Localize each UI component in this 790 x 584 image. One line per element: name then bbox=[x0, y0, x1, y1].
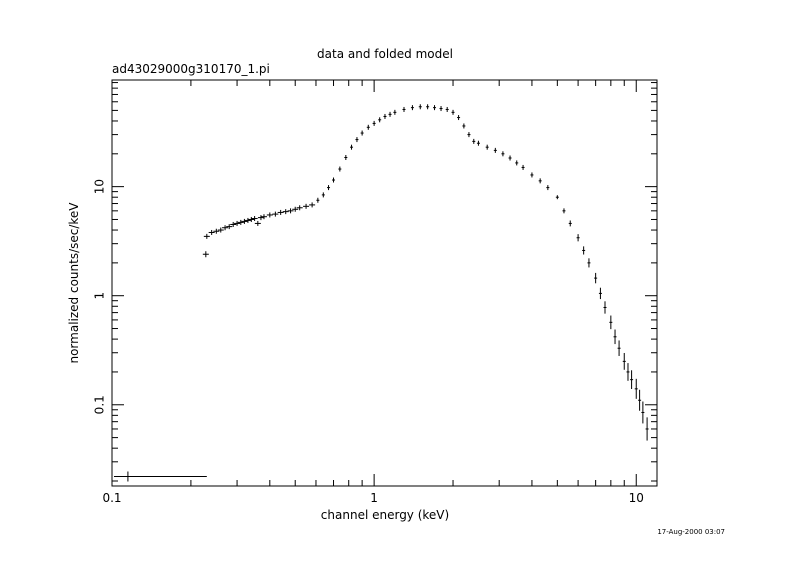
data-point bbox=[282, 209, 289, 215]
data-point bbox=[501, 151, 505, 157]
data-point bbox=[617, 340, 621, 356]
data-point bbox=[241, 218, 248, 224]
data-point bbox=[562, 208, 566, 214]
data-point bbox=[594, 272, 598, 284]
data-point bbox=[203, 233, 210, 239]
data-point bbox=[426, 104, 430, 110]
data-point bbox=[226, 224, 233, 230]
data-point bbox=[350, 144, 354, 150]
data-point bbox=[568, 220, 572, 227]
data-point bbox=[472, 138, 476, 144]
data-point bbox=[609, 315, 613, 330]
data-point bbox=[213, 228, 220, 234]
data-point bbox=[433, 105, 437, 111]
timestamp: 17-Aug-2000 03:07 bbox=[657, 528, 725, 536]
data-point bbox=[372, 120, 376, 126]
bottom-error-bar bbox=[114, 471, 207, 482]
data-point bbox=[626, 363, 630, 381]
data-point bbox=[521, 164, 525, 170]
data-point bbox=[388, 111, 392, 117]
plot-frame bbox=[111, 79, 658, 487]
data-point bbox=[410, 105, 414, 111]
data-point bbox=[287, 208, 294, 214]
data-point bbox=[266, 212, 273, 218]
data-point bbox=[393, 109, 397, 115]
data-point bbox=[277, 209, 284, 215]
data-point bbox=[462, 123, 466, 129]
data-point bbox=[234, 220, 241, 226]
data-point bbox=[638, 389, 642, 411]
data-point bbox=[576, 234, 580, 242]
data-point bbox=[208, 229, 215, 235]
data-point bbox=[254, 220, 261, 226]
data-point bbox=[383, 113, 387, 119]
x-axis-label: channel energy (keV) bbox=[321, 508, 449, 522]
y-axis-label: normalized counts/sec/keV bbox=[67, 202, 81, 364]
data-point bbox=[378, 117, 382, 123]
data-point bbox=[230, 221, 237, 227]
data-point bbox=[251, 216, 258, 222]
data-point bbox=[257, 215, 264, 221]
x-tick-label: 0.1 bbox=[102, 491, 121, 505]
y-tick-label: 10 bbox=[93, 179, 107, 194]
data-point bbox=[327, 185, 331, 191]
chart-title: data and folded model bbox=[317, 47, 453, 61]
data-point bbox=[538, 178, 542, 184]
data-point bbox=[613, 329, 617, 345]
data-point bbox=[515, 160, 519, 166]
data-point bbox=[303, 203, 310, 209]
data-point bbox=[598, 287, 602, 300]
y-tick-label: 0.1 bbox=[93, 395, 107, 414]
data-point bbox=[366, 124, 370, 130]
data-point bbox=[630, 370, 634, 389]
x-tick-label: 10 bbox=[629, 491, 644, 505]
data-point bbox=[296, 205, 303, 211]
data-point bbox=[467, 132, 471, 138]
data-point bbox=[316, 197, 320, 203]
data-point bbox=[321, 192, 325, 198]
data-point bbox=[587, 258, 591, 268]
data-point bbox=[332, 177, 336, 183]
data-point bbox=[344, 154, 348, 160]
chart-subtitle: ad43029000g310170_1.pi bbox=[112, 62, 270, 76]
data-point bbox=[493, 147, 497, 153]
x-tick-label: 1 bbox=[370, 491, 378, 505]
data-point bbox=[439, 106, 443, 112]
data-point bbox=[402, 106, 406, 112]
data-point bbox=[237, 219, 244, 225]
data-point bbox=[244, 217, 251, 223]
data-point bbox=[418, 104, 422, 110]
data-point bbox=[445, 106, 449, 112]
data-point bbox=[451, 109, 455, 115]
data-point-outlier bbox=[202, 251, 209, 258]
data-point bbox=[622, 352, 626, 370]
data-point bbox=[546, 185, 550, 191]
y-tick-label: 1 bbox=[93, 292, 107, 300]
data-point bbox=[260, 214, 267, 220]
data-point bbox=[309, 202, 316, 208]
data-point bbox=[530, 172, 534, 178]
data-point bbox=[485, 144, 489, 150]
data-point bbox=[634, 378, 638, 399]
data-point bbox=[272, 211, 279, 217]
data-point bbox=[508, 155, 512, 161]
data-point bbox=[555, 195, 559, 200]
data-point bbox=[641, 401, 645, 424]
data-point bbox=[248, 216, 255, 222]
data-point bbox=[360, 130, 364, 136]
data-point bbox=[645, 417, 649, 441]
data-point bbox=[338, 166, 342, 172]
data-point bbox=[603, 301, 607, 314]
data-point bbox=[222, 225, 229, 231]
data-point bbox=[457, 115, 461, 121]
data-point bbox=[582, 246, 586, 255]
data-point bbox=[217, 227, 224, 233]
data-point bbox=[355, 137, 359, 143]
data-point bbox=[292, 206, 299, 212]
data-point bbox=[476, 140, 480, 146]
